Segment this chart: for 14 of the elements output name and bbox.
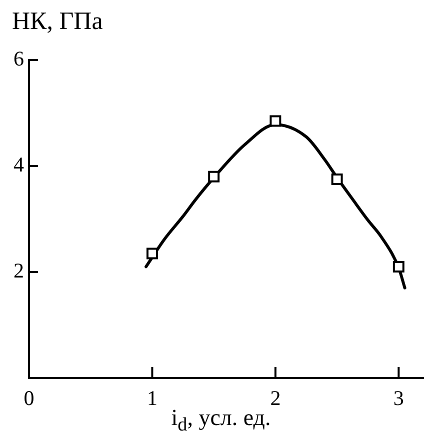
point [331,174,343,185]
y-tick-label: 2 [14,258,24,283]
point [146,248,158,260]
x-tick-label: 1 [146,386,158,410]
point [392,260,404,272]
point [270,115,282,127]
y-tick-label: 6 [14,46,24,71]
x-tick-label: 3 [393,386,404,410]
y-tick-label: 4 [14,152,24,177]
x-tick-label: 2 [270,386,281,410]
x-tick-label: 0 [24,386,34,410]
x-axis-title: i$_{d}$, усл. ед. [171,405,271,436]
point [208,170,220,182]
y-axis-title: НК, ГПа [12,8,103,36]
